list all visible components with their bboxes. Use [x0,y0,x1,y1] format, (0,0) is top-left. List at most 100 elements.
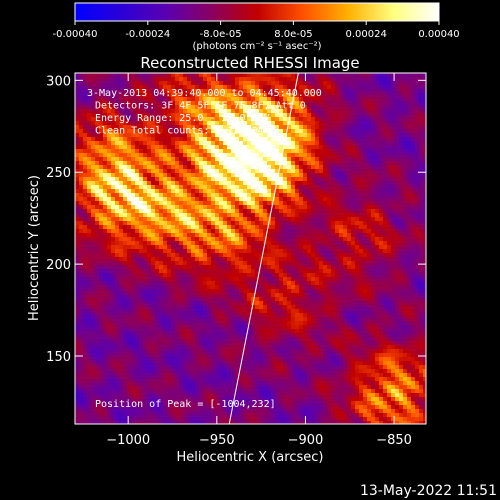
heatmap-cell [115,193,120,198]
heatmap-cell [287,297,292,302]
heatmap-cell [211,101,216,106]
heatmap-cell [347,217,352,222]
heatmap-cell [139,189,144,194]
heatmap-cell [351,269,356,274]
heatmap-cell [279,125,284,130]
heatmap-cell [215,265,220,270]
heatmap-cell [371,209,376,214]
heatmap-cell [167,129,172,134]
heatmap-cell [379,89,384,94]
heatmap-cell [279,165,284,170]
heatmap-cell [123,97,128,102]
heatmap-cell [115,105,120,110]
heatmap-cell [239,221,244,226]
heatmap-cell [235,221,240,226]
heatmap-cell [199,269,204,274]
heatmap-cell [327,245,332,250]
heatmap-cell [391,237,396,242]
heatmap-cell [99,153,104,158]
heatmap-cell [335,81,340,86]
heatmap-cell [351,153,356,158]
heatmap-cell [239,249,244,254]
heatmap-cell [315,181,320,186]
heatmap-cell [175,209,180,214]
heatmap-cell [251,177,256,182]
heatmap-cell [107,285,112,290]
heatmap-cell [123,121,128,126]
heatmap-cell [379,265,384,270]
heatmap-cell [419,165,424,170]
heatmap-cell [415,277,420,282]
heatmap-cell [275,109,280,114]
heatmap-cell [419,97,424,102]
heatmap-cell [387,73,392,78]
heatmap-cell [339,181,344,186]
heatmap-cell [151,145,156,150]
heatmap-cell [243,261,248,266]
heatmap-cell [299,181,304,186]
heatmap-cell [319,93,324,98]
heatmap-cell [375,253,380,258]
heatmap-cell [363,93,368,98]
heatmap-cell [383,253,388,258]
heatmap-cell [171,121,176,126]
heatmap-cell [395,165,400,170]
heatmap-cell [335,293,340,298]
heatmap-cell [219,149,224,154]
heatmap-cell [99,165,104,170]
heatmap-cell [199,233,204,238]
heatmap-cell [235,253,240,258]
heatmap-cell [159,265,164,270]
heatmap-cell [311,85,316,90]
heatmap-cell [323,229,328,234]
heatmap-cell [223,241,228,246]
heatmap-cell [191,205,196,210]
heatmap-cell [391,129,396,134]
heatmap-cell [391,117,396,122]
heatmap-cell [207,109,212,114]
heatmap-cell [275,113,280,118]
heatmap-cell [363,73,368,78]
heatmap-cell [135,197,140,202]
heatmap-cell [139,245,144,250]
heatmap-cell [119,213,124,218]
heatmap-cell [391,265,396,270]
heatmap-cell [83,133,88,138]
heatmap-cell [343,293,348,298]
heatmap-cell [143,137,148,142]
heatmap-cell [167,141,172,146]
heatmap-cell [339,245,344,250]
heatmap-cell [231,165,236,170]
heatmap-cell [211,253,216,258]
heatmap-cell [267,273,272,278]
heatmap-cell [151,109,156,114]
heatmap-cell [79,273,84,278]
heatmap-cell [299,229,304,234]
heatmap-cell [243,225,248,230]
heatmap-cell [175,213,180,218]
heatmap-cell [335,257,340,262]
heatmap-cell [203,273,208,278]
heatmap-cell [115,273,120,278]
heatmap-cell [115,297,120,302]
heatmap-cell [423,121,426,126]
heatmap-cell [211,81,216,86]
heatmap-cell [135,241,140,246]
heatmap-cell [79,209,84,214]
heatmap-cell [267,129,272,134]
heatmap-cell [319,145,324,150]
heatmap-cell [207,133,212,138]
heatmap-cell [343,89,348,94]
heatmap-cell [423,93,426,98]
heatmap-cell [223,133,228,138]
heatmap-cell [119,201,124,206]
heatmap-cell [419,241,424,246]
heatmap-cell [127,73,132,78]
heatmap-cell [383,89,388,94]
heatmap-cell [347,73,352,78]
heatmap-cell [179,257,184,262]
heatmap-cell [147,257,152,262]
heatmap-cell [199,89,204,94]
heatmap-cell [391,249,396,254]
heatmap-cell [223,197,228,202]
